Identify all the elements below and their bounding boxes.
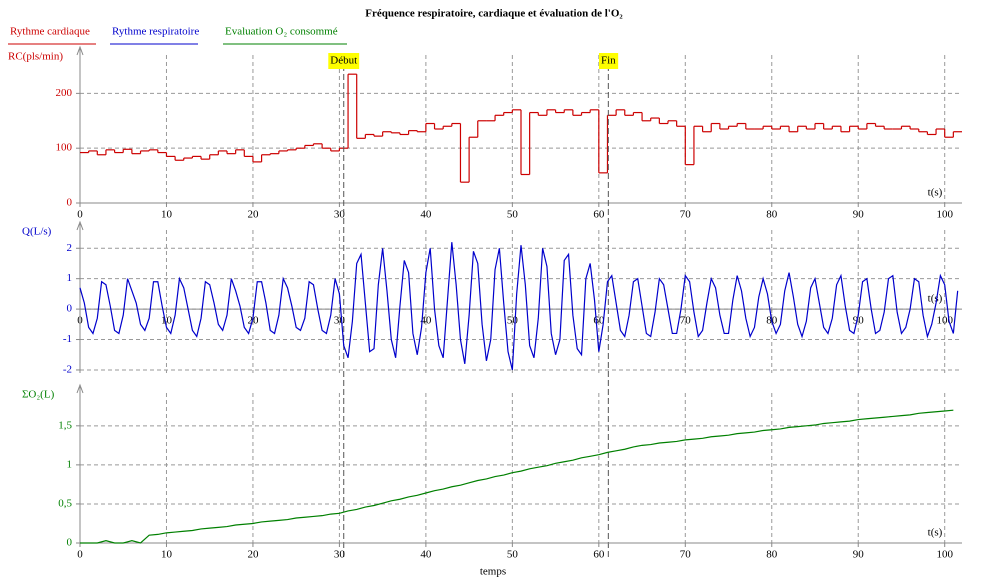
y-tick-label: 0 [67, 303, 73, 315]
x-tick-label: 100 [936, 549, 953, 561]
y-tick-label: 2 [67, 242, 73, 254]
x-tick-label: 20 [247, 209, 259, 221]
x-tick-label: 70 [680, 315, 692, 327]
legend-label: Rythme respiratoire [112, 26, 199, 38]
x-tick-label: 30 [334, 315, 346, 327]
x-tick-label: 30 [334, 549, 346, 561]
x-tick-label: 50 [507, 315, 519, 327]
x-tick-label: 50 [507, 209, 519, 221]
x-axis-label: t(s) [928, 293, 943, 305]
y-axis-arrow [76, 383, 84, 394]
x-tick-label: 90 [853, 549, 865, 561]
y-axis-arrow [76, 45, 84, 56]
y-tick-label: 0 [67, 537, 73, 549]
y-axis-label: Q(L/s) [22, 226, 52, 238]
x-tick-label: 20 [247, 315, 259, 327]
x-tick-label: 0 [77, 209, 83, 221]
series-line [79, 242, 959, 371]
legend-label: Rythme cardiaque [10, 26, 90, 38]
series-line [80, 409, 954, 544]
x-tick-label: 40 [420, 315, 432, 327]
step-line [80, 73, 962, 183]
annotation-box [328, 53, 360, 69]
x-tick-label: 100 [936, 209, 953, 221]
x-tick-label: 50 [507, 549, 519, 561]
y-tick-label: 1 [67, 272, 73, 284]
x-tick-label: 60 [593, 315, 605, 327]
x-axis-label: t(s) [928, 187, 943, 199]
x-tick-label: 30 [334, 209, 346, 221]
annotation-box [598, 53, 619, 69]
y-axis-arrow [76, 220, 84, 231]
x-tick-label: 90 [853, 315, 865, 327]
x-tick-label: 90 [853, 209, 865, 221]
y-tick-label: 200 [56, 87, 73, 99]
x-tick-label: 60 [593, 209, 605, 221]
x-tick-label: 10 [161, 209, 173, 221]
x-tick-label: 100 [936, 315, 953, 327]
x-tick-label: 10 [161, 549, 173, 561]
x-axis-title: temps [480, 566, 506, 578]
x-axis-label: t(s) [928, 527, 943, 539]
y-tick-label: -2 [63, 363, 72, 375]
y-tick-label: 0 [67, 197, 73, 209]
x-tick-label: 20 [247, 549, 259, 561]
x-tick-label: 80 [766, 209, 778, 221]
y-tick-label: 100 [56, 142, 73, 154]
chart-title: Fréquence respiratoire, cardiaque et éva… [365, 8, 623, 20]
y-axis-label: ΣO₂(L) [22, 389, 55, 401]
x-tick-label: 40 [420, 209, 432, 221]
x-tick-label: 70 [680, 209, 692, 221]
legend-label: Evaluation O₂ consommé [225, 26, 338, 38]
x-tick-label: 40 [420, 549, 432, 561]
annotation: Début [330, 55, 357, 67]
y-tick-label: -1 [63, 333, 72, 345]
x-tick-label: 80 [766, 549, 778, 561]
x-tick-label: 0 [77, 549, 83, 561]
x-tick-label: 10 [161, 315, 173, 327]
x-tick-label: 70 [680, 549, 692, 561]
y-tick-label: 1 [67, 458, 73, 470]
y-axis-label: RC(pls/min) [8, 51, 63, 63]
y-tick-label: 1,5 [58, 419, 72, 431]
x-tick-label: 60 [593, 549, 605, 561]
annotation: Fin [601, 55, 616, 67]
y-tick-label: 0,5 [58, 497, 72, 509]
